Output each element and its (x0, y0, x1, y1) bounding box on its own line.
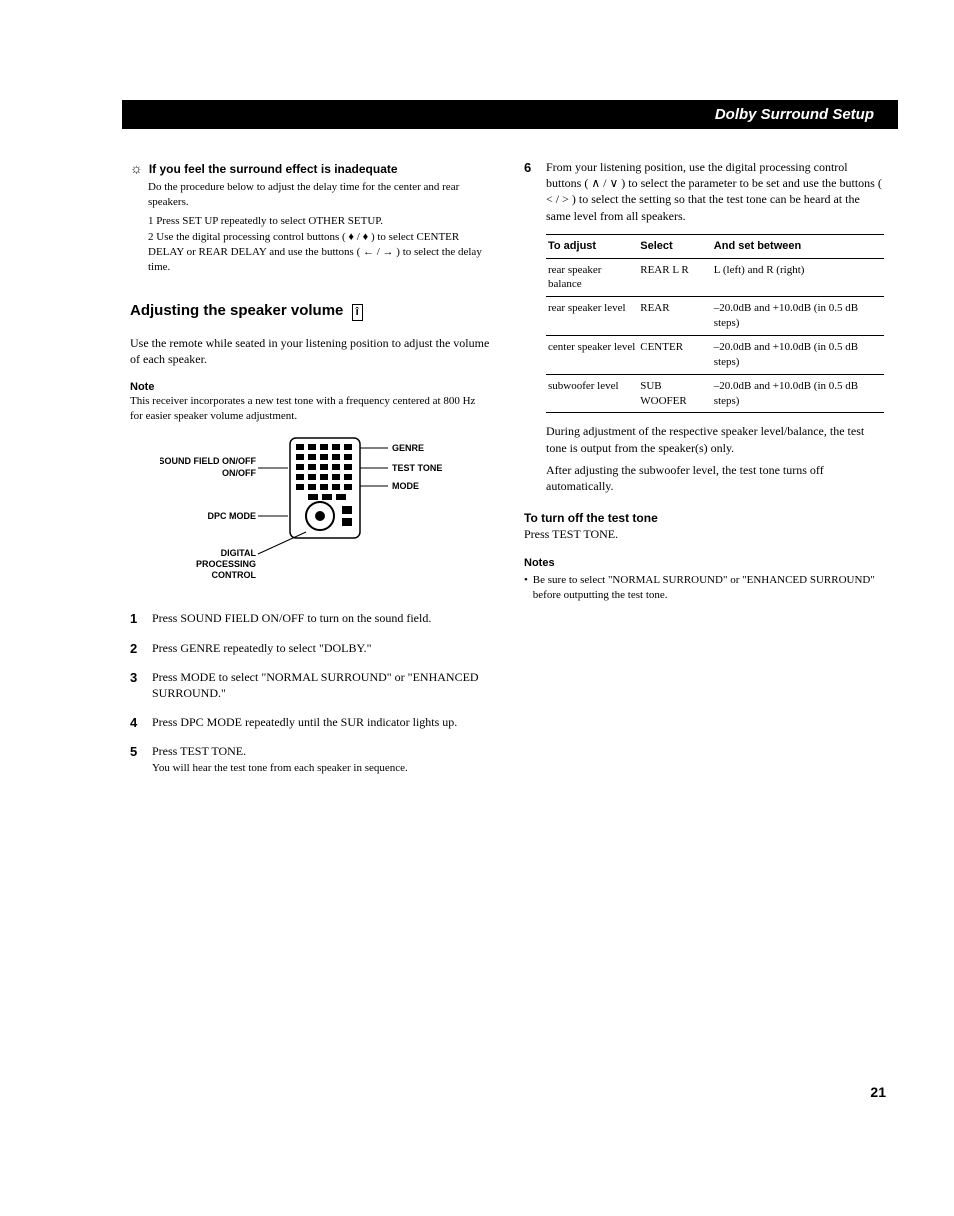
left-column: If you feel the surround effect is inade… (130, 159, 490, 788)
step-3: 3Press MODE to select "NORMAL SURROUND" … (130, 669, 490, 701)
step-num: 2 (130, 640, 152, 658)
turnoff-heading: To turn off the test tone (524, 510, 884, 526)
svg-text:CONTROL: CONTROL (212, 570, 257, 580)
table-row: rear speaker balance REAR L R L (left) a… (546, 258, 884, 297)
td: subwoofer level (546, 374, 638, 413)
svg-text:DIGITAL: DIGITAL (221, 548, 257, 558)
step-2: 2Press GENRE repeatedly to select "DOLBY… (130, 640, 490, 658)
note-body: This receiver incorporates a new test to… (130, 394, 490, 424)
left-steps-list: 1Press SOUND FIELD ON/OFF to turn on the… (130, 610, 490, 776)
step-text: Press SOUND FIELD ON/OFF to turn on the … (152, 610, 490, 628)
td: –20.0dB and +10.0dB (in 0.5 dB steps) (712, 297, 884, 336)
section-header-bar: Dolby Surround Setup (122, 100, 898, 129)
step-text: Press MODE to select "NORMAL SURROUND" o… (152, 669, 490, 701)
step-num: 4 (130, 714, 152, 732)
tip-steps: 1 Press SET UP repeatedly to select OTHE… (148, 214, 490, 275)
after-p1: During adjustment of the respective spea… (546, 423, 884, 455)
notes-bullet-text: Be sure to select "NORMAL SURROUND" or "… (533, 573, 884, 603)
td: REAR L R (638, 258, 712, 297)
table-row: rear speaker level REAR –20.0dB and +10.… (546, 297, 884, 336)
after-table-text: During adjustment of the respective spea… (546, 423, 884, 494)
td: rear speaker level (546, 297, 638, 336)
th-set: And set between (712, 234, 884, 258)
label-dpc-mode: DPC MODE (207, 511, 256, 521)
td: center speaker level (546, 335, 638, 374)
bullet-dot: • (524, 573, 533, 603)
step-num: 5 (130, 743, 152, 776)
two-column-layout: If you feel the surround effect is inade… (130, 159, 894, 788)
tip-heading: If you feel the surround effect is inade… (130, 159, 490, 178)
th-select: Select (638, 234, 712, 258)
notes-heading: Notes (524, 556, 884, 571)
label-sound-field: SOUND FIELD ON/OFF (160, 456, 256, 466)
td: REAR (638, 297, 712, 336)
step-4: 4Press DPC MODE repeatedly until the SUR… (130, 714, 490, 732)
tip-body: Do the procedure below to adjust the del… (148, 180, 490, 210)
step-5-main: Press TEST TONE. (152, 744, 246, 758)
turnoff-body: Press TEST TONE. (524, 526, 884, 542)
remote-control-diagram: SOUND FIELD ON/OFF ON/OFF DPC MODE DIGIT… (160, 434, 460, 594)
section-title-text: Adjusting the speaker volume (130, 302, 343, 319)
td: rear speaker balance (546, 258, 638, 297)
step-5-sub: You will hear the test tone from each sp… (152, 761, 490, 776)
note-heading: Note (130, 380, 490, 395)
td: –20.0dB and +10.0dB (in 0.5 dB steps) (712, 374, 884, 413)
step-text: Press DPC MODE repeatedly until the SUR … (152, 714, 490, 732)
td: SUB WOOFER (638, 374, 712, 413)
svg-text:ON/OFF: ON/OFF (222, 468, 256, 478)
section-intro: Use the remote while seated in your list… (130, 335, 490, 367)
notes-bullet: • Be sure to select "NORMAL SURROUND" or… (524, 573, 884, 603)
td: L (left) and R (right) (712, 258, 884, 297)
label-test-tone: TEST TONE (392, 463, 442, 473)
td: CENTER (638, 335, 712, 374)
adjustment-table: To adjust Select And set between rear sp… (546, 234, 884, 414)
remote-icon: î (352, 304, 363, 321)
step-6-text: From your listening position, use the di… (546, 159, 884, 224)
step-text: Press TEST TONE. You will hear the test … (152, 743, 490, 776)
step-num: 6 (524, 159, 546, 224)
page-number: 21 (870, 1084, 886, 1100)
after-p2: After adjusting the subwoofer level, the… (546, 462, 884, 494)
step-5: 5 Press TEST TONE. You will hear the tes… (130, 743, 490, 776)
td: –20.0dB and +10.0dB (in 0.5 dB steps) (712, 335, 884, 374)
step-text: Press GENRE repeatedly to select "DOLBY.… (152, 640, 490, 658)
label-genre: GENRE (392, 443, 424, 453)
step-1: 1Press SOUND FIELD ON/OFF to turn on the… (130, 610, 490, 628)
step-num: 3 (130, 669, 152, 701)
tip-step-1: 1 Press SET UP repeatedly to select OTHE… (148, 214, 490, 229)
step-num: 1 (130, 610, 152, 628)
step-6: 6 From your listening position, use the … (524, 159, 884, 224)
table-row: center speaker level CENTER –20.0dB and … (546, 335, 884, 374)
right-column: 6 From your listening position, use the … (524, 159, 884, 788)
section-title: Adjusting the speaker volume î (130, 301, 490, 321)
table-row: subwoofer level SUB WOOFER –20.0dB and +… (546, 374, 884, 413)
svg-text:PROCESSING: PROCESSING (196, 559, 256, 569)
th-adjust: To adjust (546, 234, 638, 258)
tip-step-2: 2 Use the digital processing control but… (148, 230, 490, 275)
label-mode: MODE (392, 481, 419, 491)
